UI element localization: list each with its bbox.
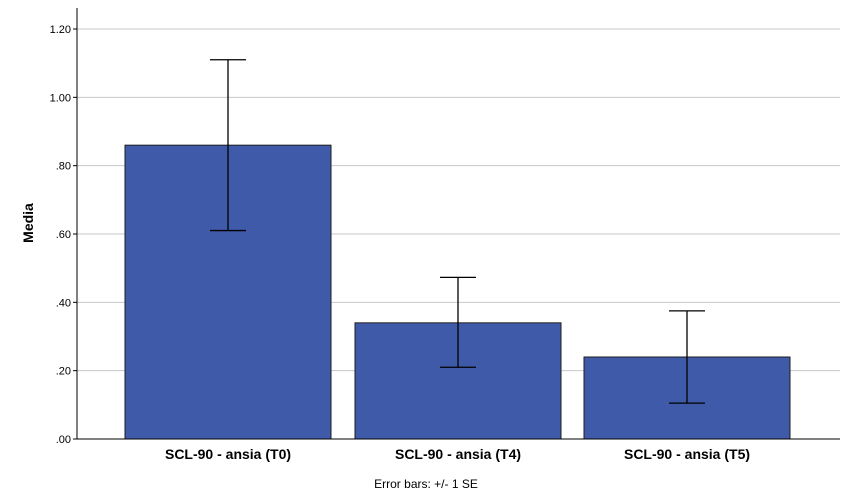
y-tick-label: 1.00	[50, 92, 71, 104]
error-bar	[210, 59, 246, 232]
y-tick-label: 1.20	[50, 24, 71, 36]
y-tick-label: .80	[56, 161, 71, 173]
axes	[73, 8, 840, 440]
y-tick-label: .60	[56, 229, 71, 241]
error-bars	[210, 59, 705, 404]
y-axis-label: Media	[20, 203, 36, 243]
x-category-labels: SCL-90 - ansia (T0) SCL-90 - ansia (T4) SC…	[165, 446, 750, 462]
x-category-label: SCL-90 - ansia (T5)	[624, 446, 750, 462]
error-bars-note: Error bars: +/- 1 SE	[374, 477, 478, 491]
y-tick-label: .20	[56, 366, 71, 378]
error-bar	[669, 310, 705, 404]
y-tick-label: .00	[56, 434, 71, 446]
y-tick-label: .40	[56, 297, 71, 309]
x-category-label: SCL-90 - ansia (T0)	[165, 446, 291, 462]
error-bar	[440, 276, 476, 368]
y-tick-labels: .00 .20 .40 .60 .80 1.00 1.20	[50, 24, 71, 446]
bars	[124, 144, 791, 440]
x-category-label: SCL-90 - ansia (T4)	[395, 446, 521, 462]
